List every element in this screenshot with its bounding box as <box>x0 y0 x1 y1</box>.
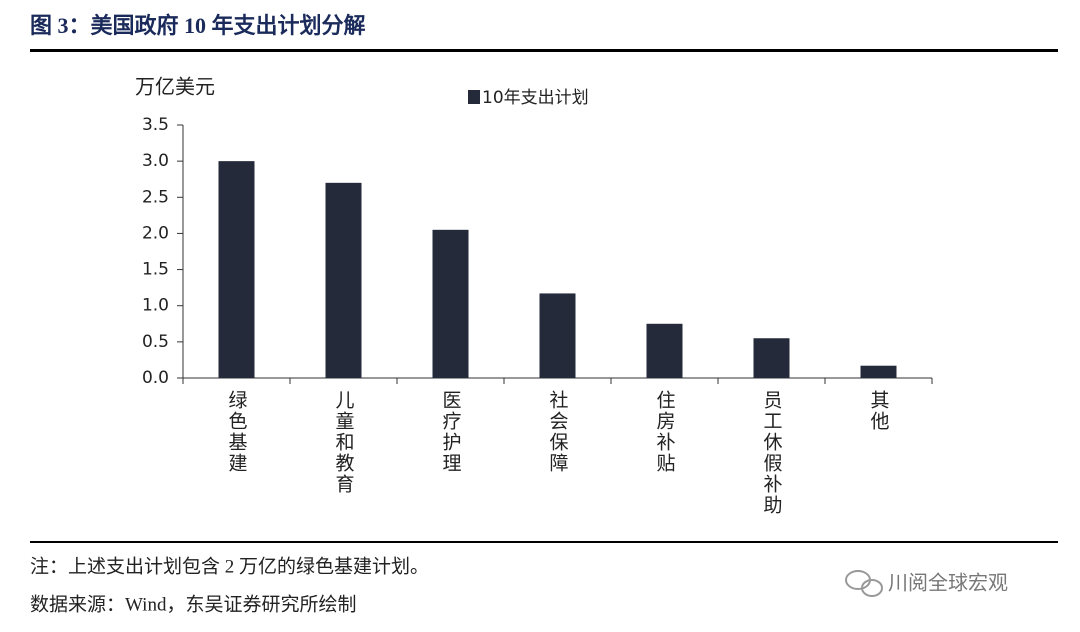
x-tick-label: 儿童和教育 <box>333 390 355 495</box>
y-tick-label: 1.5 <box>142 260 169 280</box>
x-tick-label: 社会保障 <box>547 390 569 474</box>
y-tick-label: 3.0 <box>142 151 169 171</box>
y-axis-label: 万亿美元 <box>135 75 215 99</box>
x-tick-label: 绿色基建 <box>226 390 248 474</box>
y-tick-label: 2.0 <box>142 223 169 243</box>
bar <box>860 365 897 378</box>
bar <box>325 182 362 378</box>
y-tick-label: 3.5 <box>142 115 169 135</box>
watermark-icon <box>845 570 883 597</box>
watermark: 川阅全球宏观 <box>888 571 1008 595</box>
x-tick-label: 员工休假补助 <box>761 390 783 516</box>
note: 注：上述支出计划包含 2 万亿的绿色基建计划。 <box>30 555 429 577</box>
y-tick-label: 0.0 <box>142 368 169 388</box>
legend-swatch <box>468 90 480 104</box>
bar <box>432 229 469 378</box>
bar <box>753 338 790 378</box>
title-rule <box>30 49 1058 52</box>
footer-rule <box>30 541 1058 543</box>
y-tick-label: 2.5 <box>142 187 169 207</box>
y-tick-label: 0.5 <box>142 332 169 352</box>
bar <box>646 323 683 378</box>
y-tick-label: 1.0 <box>142 296 169 316</box>
bar <box>539 293 576 378</box>
chart-title: 图 3：美国政府 10 年支出计划分解 <box>30 13 366 38</box>
x-tick-label: 住房补贴 <box>654 390 676 474</box>
x-tick-label: 其他 <box>868 390 890 432</box>
source: 数据来源：Wind，东吴证券研究所绘制 <box>30 593 356 615</box>
x-tick-label: 医疗护理 <box>440 390 462 474</box>
legend-label: 10年支出计划 <box>482 88 589 108</box>
bar <box>218 161 255 378</box>
